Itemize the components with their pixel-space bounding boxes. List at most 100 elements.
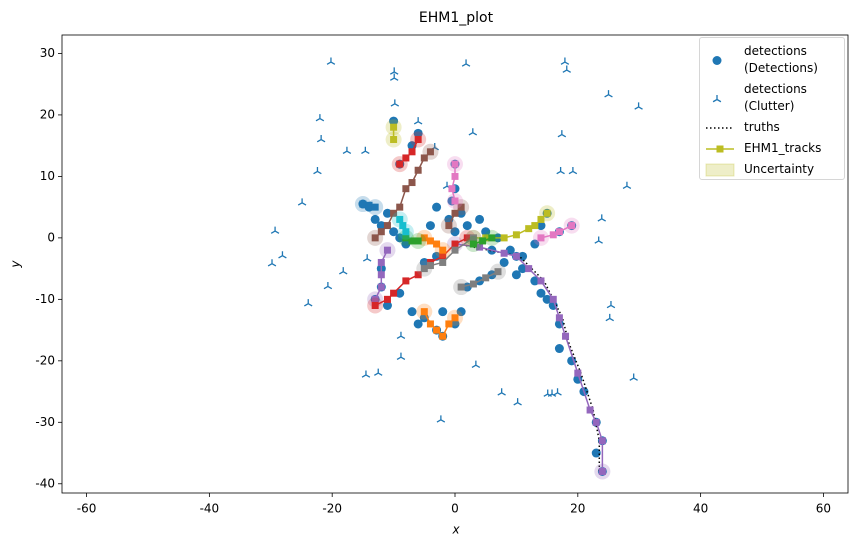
track-marker (359, 200, 367, 208)
clutter-point (634, 102, 643, 110)
legend-entry: Uncertainty (700, 160, 846, 180)
track-marker (396, 215, 404, 223)
track-marker (451, 160, 459, 168)
clutter-point (396, 331, 406, 340)
clutter-point (629, 373, 638, 381)
clutter-point (361, 370, 371, 378)
legend-icon (712, 95, 722, 103)
track-marker (479, 237, 487, 245)
detection-point (413, 128, 423, 138)
x-tick-label: -40 (200, 502, 220, 516)
detection-point (462, 221, 472, 231)
track-marker (500, 234, 508, 242)
clutter-point (597, 214, 606, 222)
track-marker (451, 197, 459, 205)
detection-point (407, 307, 417, 317)
track-marker (445, 320, 453, 328)
clutter-point (553, 388, 562, 396)
x-axis-label: x (451, 523, 460, 537)
clutter-point (605, 313, 614, 322)
clutter-point (413, 117, 423, 125)
x-tick-label: -20 (322, 502, 342, 516)
detection-point (518, 264, 528, 274)
track-marker (469, 234, 477, 242)
track-marker (402, 185, 410, 193)
track-marker (457, 283, 465, 291)
track-marker (531, 222, 539, 230)
clutter-point (396, 352, 406, 360)
track-marker (482, 274, 490, 282)
axes-frame (61, 34, 849, 494)
clutter-point (315, 114, 325, 122)
track-marker (390, 136, 398, 144)
track-marker (414, 237, 422, 245)
detection-point (370, 214, 380, 224)
legend-icon (705, 163, 735, 177)
detection-point (413, 319, 423, 329)
clutter-point (278, 251, 287, 259)
track-marker (451, 314, 459, 322)
clutter-point (389, 73, 399, 81)
detection-point (382, 208, 392, 218)
detection-point (530, 276, 540, 286)
track-marker (390, 289, 398, 297)
track-marker (512, 231, 520, 239)
track-marker (402, 154, 410, 162)
clutter-point (316, 135, 326, 143)
clutter-point (560, 57, 570, 65)
track-marker (512, 252, 520, 260)
x-tick-label: 60 (816, 502, 831, 516)
track-marker (377, 228, 385, 236)
track-marker (420, 234, 428, 242)
track-marker (439, 332, 447, 340)
clutter-point (313, 166, 322, 175)
track-marker (574, 369, 582, 377)
y-tick-label: 10 (40, 169, 55, 183)
detection-point (518, 251, 528, 261)
x-tick-label: -60 (77, 502, 97, 516)
track-marker (439, 246, 447, 254)
track-marker (371, 295, 379, 303)
clutter-point (436, 415, 446, 423)
detection-point (505, 245, 515, 255)
detection-point (456, 208, 466, 218)
y-tick-label: 30 (40, 46, 55, 60)
track-marker (549, 231, 557, 239)
track-marker (433, 240, 441, 248)
y-tick-label: -40 (35, 476, 55, 490)
track-marker (390, 123, 398, 131)
track-marker (408, 148, 416, 156)
detection-point (450, 227, 460, 237)
track-marker (469, 280, 477, 288)
y-tick-label: -30 (35, 415, 55, 429)
track-marker (402, 277, 410, 285)
clutter-point (389, 67, 399, 75)
detection-point (395, 233, 405, 243)
clutter-point (390, 99, 400, 107)
track-marker (451, 240, 459, 248)
legend-icon (706, 127, 734, 129)
legend-label: detections (Detections) (744, 44, 818, 75)
detection-point (499, 257, 509, 267)
track-marker (426, 237, 434, 245)
detection-point (419, 257, 429, 267)
detection-point (511, 270, 521, 280)
track-marker (420, 308, 428, 316)
track-marker (420, 265, 428, 273)
detection-point (536, 288, 546, 298)
detection-point (376, 221, 386, 231)
clutter-point (339, 267, 348, 275)
track-marker (371, 203, 379, 211)
clutter-point (342, 146, 352, 155)
detection-point (382, 300, 392, 310)
detection-point (456, 307, 466, 317)
detection-point (591, 448, 601, 458)
y-tick-label: -10 (35, 292, 55, 306)
track-marker (463, 234, 471, 242)
legend: detections (Detections) detections (Clutt… (699, 37, 845, 180)
detection-point (425, 221, 435, 231)
track-marker (433, 326, 441, 334)
legend-icon (712, 56, 722, 65)
y-tick-label: -20 (35, 353, 55, 367)
